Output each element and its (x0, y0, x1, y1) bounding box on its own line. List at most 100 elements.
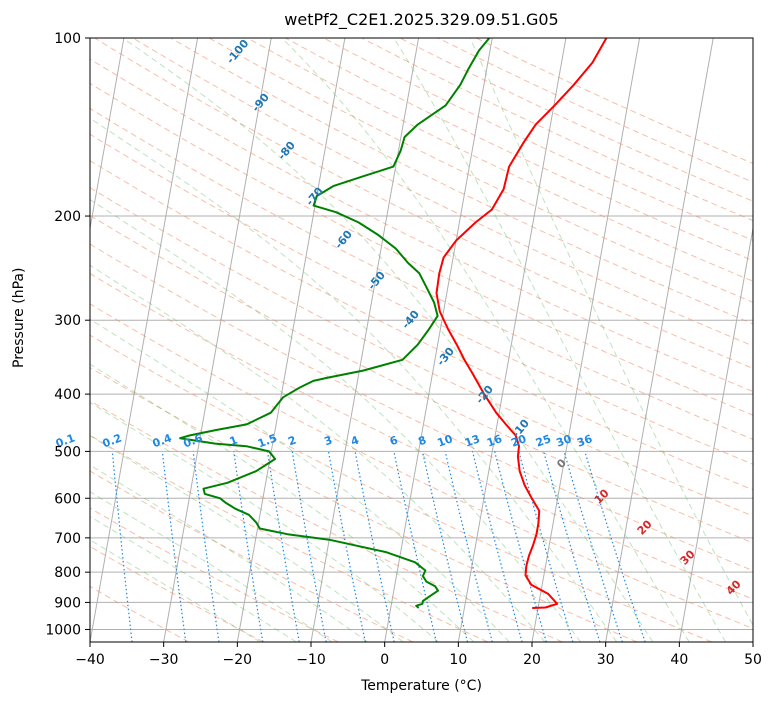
dry-adiabat-line (475, 38, 753, 165)
dry-adiabat-label: -30 (434, 345, 457, 369)
x-tick-label: −10 (296, 652, 326, 668)
x-tick-label: 20 (523, 652, 541, 668)
y-tick-label: 700 (54, 531, 81, 547)
dry-adiabat-line (90, 159, 753, 491)
isotherm-gridline (605, 38, 714, 642)
dry-adiabat-line (90, 303, 753, 630)
moist-adiabat-line (90, 199, 582, 642)
mixing-ratio-label: 3 (322, 434, 334, 449)
moist-adiabat-label: 20 (635, 517, 655, 537)
moist-adiabat-line (469, 38, 753, 627)
mixing-ratio-label: 16 (485, 432, 504, 450)
dry-adiabat-label: -40 (399, 308, 422, 332)
mixing-ratio-label: 36 (575, 432, 594, 450)
mixing-ratio-label: 0.1 (54, 432, 77, 451)
mixing-ratio-line (494, 451, 547, 642)
moist-adiabat-line (90, 515, 297, 642)
y-tick-label: 400 (54, 387, 81, 403)
mixing-ratio-line (354, 451, 395, 642)
dry-adiabat-line (90, 58, 753, 393)
moist-adiabat-line (90, 464, 368, 642)
dry-adiabat-line (90, 82, 753, 416)
mixing-ratio-label: 0.2 (101, 432, 124, 451)
y-tick-label: 600 (54, 491, 81, 507)
isotherm-gridline (163, 38, 272, 642)
isotherm-gridline (0, 38, 50, 642)
mixing-ratio-line (444, 451, 493, 642)
x-axis-label: Temperature (°C) (361, 678, 482, 694)
mixing-ratio-line (291, 451, 327, 642)
chart-title: wetPf2_C2E1.2025.329.09.51.G05 (284, 10, 559, 29)
moist-adiabat-line (90, 435, 404, 642)
mixing-ratio-label: 8 (416, 434, 428, 449)
moist-adiabat-line (281, 38, 690, 642)
isotherm-gridline (531, 38, 641, 642)
dry-adiabat-line (90, 107, 753, 440)
dry-adiabat-line (90, 187, 753, 517)
dry-adiabat-line (90, 400, 563, 642)
moist-adiabat-label: 30 (678, 547, 698, 567)
x-tick-label: 30 (597, 652, 615, 668)
x-tick-label: 10 (449, 652, 467, 668)
dewpoint-profile-line (179, 38, 491, 609)
temperature-profile-line (435, 38, 608, 609)
dry-adiabat-line (399, 38, 753, 202)
mixing-ratio-label: 30 (554, 432, 573, 450)
dry-adiabat-line (208, 38, 753, 303)
moist-adiabat-label: 0 (554, 456, 569, 471)
mixing-ratio-line (471, 451, 523, 642)
dry-adiabat-line (90, 272, 753, 600)
x-tick-label: −30 (149, 652, 179, 668)
dry-adiabat-line (90, 585, 190, 642)
dry-adiabat-line (170, 38, 753, 325)
y-tick-label: 300 (54, 313, 81, 329)
dry-adiabat-label: -90 (249, 91, 272, 115)
mixing-ratio-line (563, 451, 623, 642)
moist-adiabat-line (393, 38, 727, 642)
dry-adiabat-line (90, 470, 414, 642)
dry-adiabat-line (90, 214, 753, 544)
x-tick-label: 0 (380, 652, 389, 668)
x-tick-label: 50 (744, 652, 762, 668)
dry-adiabat-label: -20 (473, 383, 496, 407)
isotherm-gridline (90, 38, 125, 232)
mixing-ratio-label: 20 (509, 432, 528, 450)
mixing-ratio-label: 6 (388, 433, 400, 448)
dry-adiabat-line (361, 38, 753, 222)
mixing-ratio-label: 0.6 (182, 431, 205, 450)
isotherm-gridline (236, 38, 346, 642)
x-tick-label: −20 (223, 652, 253, 668)
mixing-ratio-label: 1.5 (256, 432, 279, 451)
x-tick-label: −40 (75, 652, 105, 668)
mixing-ratio-label: 10 (436, 432, 455, 450)
dry-adiabat-line (437, 38, 753, 183)
moist-adiabat-line (90, 401, 439, 642)
mixing-ratio-label: 0.4 (151, 431, 174, 450)
mixing-ratio-label: 1 (228, 434, 240, 449)
moist-adiabat-line (122, 38, 654, 642)
moist-adiabat-line (90, 363, 475, 642)
mixing-ratio-line (543, 451, 601, 642)
plot-frame (89, 37, 754, 643)
dry-adiabat-label: -100 (224, 37, 252, 67)
y-tick-label: 1000 (45, 622, 81, 638)
mixing-ratio-line (192, 451, 220, 642)
dry-adiabat-line (90, 366, 638, 642)
moist-adiabat-label: 10 (592, 486, 612, 506)
mixing-ratio-label: 25 (534, 432, 553, 449)
isotherm-gridline (457, 38, 567, 642)
mixing-ratio-line (421, 451, 469, 642)
isotherm-gridline (752, 639, 753, 642)
moist-adiabat-line (90, 264, 546, 642)
y-tick-label: 500 (54, 444, 81, 460)
moist-adiabat-label: 40 (724, 577, 744, 597)
mixing-ratio-label: 4 (349, 433, 361, 448)
mixing-ratio-line (393, 451, 437, 642)
mixing-ratio-label: 2 (286, 434, 298, 449)
dry-adiabat-line (90, 334, 712, 642)
dry-adiabat-line (90, 507, 339, 642)
dry-adiabat-line (90, 434, 488, 642)
y-tick-label: 800 (54, 565, 81, 581)
moist-adiabat-line (90, 539, 261, 642)
mixing-ratio-line (266, 451, 300, 642)
